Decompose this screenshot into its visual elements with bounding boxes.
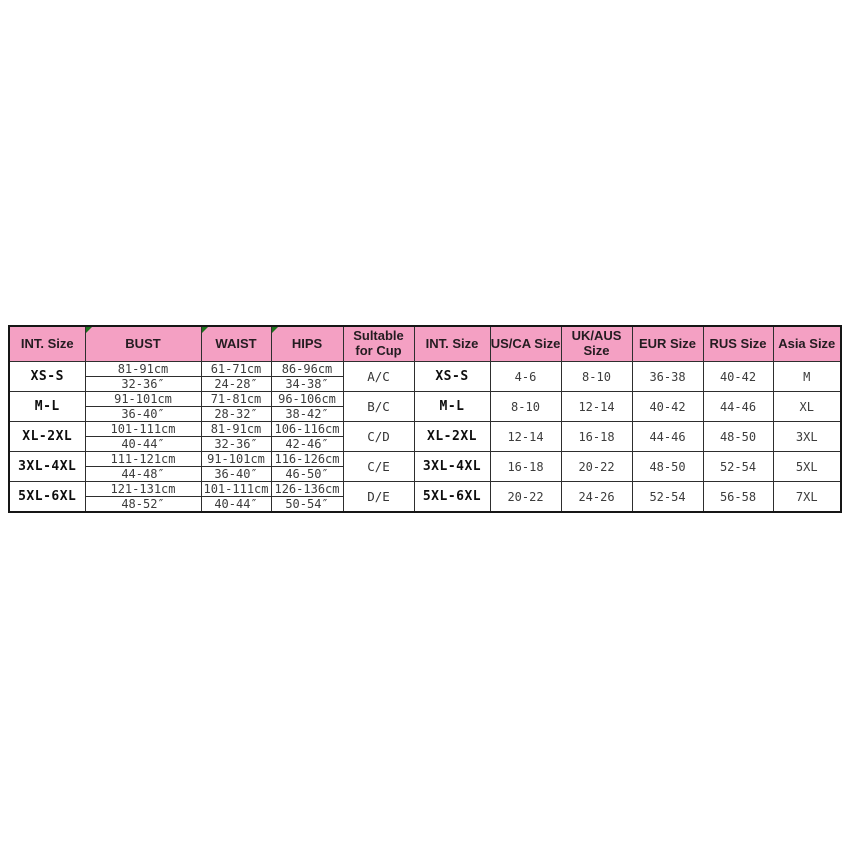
table-row: 44-48″ 36-40″ 46-50″ [9,466,841,482]
cell-waist-inch: 24-28″ [200,376,272,392]
table-row: 3XL-4XL 111-121cm 91-101cm 116-126cm C/E… [8,451,842,482]
cell-uk-aus: 16-18 [560,421,633,452]
cell-int-size-2: M-L [413,391,491,422]
table-row: XS-S 81-91cm 61-71cm 86-96cm A/C XS-S 4-… [8,361,842,392]
column-header-us-ca: US/CA Size [489,325,562,362]
cell-us-ca: 16-18 [489,451,562,482]
cell-waist-cm: 91-101cm [200,451,272,467]
cell-bust-inch: 36-40″ [84,406,202,422]
cell-bust-inch: 48-52″ [84,496,202,513]
cell-hips-inch: 46-50″ [270,466,344,482]
cell-us-ca: 8-10 [489,391,562,422]
cell-waist-cm: 101-111cm [200,481,272,497]
cell-us-ca: 20-22 [489,481,562,513]
cell-int-size: XS-S [8,361,86,392]
cell-rus: 52-54 [702,451,774,482]
cell-bust-cm: 91-101cm [84,391,202,407]
cell-waist-inch: 28-32″ [200,406,272,422]
cell-us-ca: 12-14 [489,421,562,452]
cell-bust-cm: 81-91cm [84,361,202,377]
header-row: INT. Size BUST WAIST HIPS Sultable for C… [8,325,842,362]
cell-hips-cm: 116-126cm [270,451,344,467]
cell-rus: 40-42 [702,361,774,392]
cell-hips-inch: 38-42″ [270,406,344,422]
cell-hips-cm: 106-116cm [270,421,344,437]
column-header-bust-label: BUST [125,335,161,351]
cell-int-size-2: 3XL-4XL [413,451,491,482]
cell-hips-cm: 126-136cm [270,481,344,497]
cell-cup: C/E [342,451,415,482]
cell-eur: 40-42 [631,391,704,422]
cell-hips-inch: 50-54″ [270,496,344,513]
column-header-rus: RUS Size [702,325,774,362]
cell-uk-aus: 12-14 [560,391,633,422]
cell-eur: 36-38 [631,361,704,392]
cell-bust-inch: 40-44″ [84,436,202,452]
column-header-int-size: INT. Size [8,325,86,362]
cell-uk-aus: 20-22 [560,451,633,482]
column-header-cup: Sultable for Cup [342,325,415,362]
cell-int-size: 3XL-4XL [8,451,86,482]
table-row: 36-40″ 28-32″ 38-42″ [9,406,841,422]
cell-asia: M [772,361,842,392]
cell-bust-inch: 32-36″ [84,376,202,392]
cell-waist-inch: 32-36″ [200,436,272,452]
cell-rus: 56-58 [702,481,774,513]
cell-hips-inch: 34-38″ [270,376,344,392]
cell-waist-cm: 71-81cm [200,391,272,407]
cell-int-size-2: XL-2XL [413,421,491,452]
size-chart-table: INT. Size BUST WAIST HIPS Sultable for C… [8,325,842,513]
table-row: XL-2XL 101-111cm 81-91cm 106-116cm C/D X… [8,421,842,452]
column-header-int-size-2: INT. Size [413,325,491,362]
column-header-eur: EUR Size [631,325,704,362]
cell-waist-inch: 40-44″ [200,496,272,513]
column-header-uk-aus: UK/AUS Size [560,325,633,362]
cell-int-size: XL-2XL [8,421,86,452]
column-header-asia: Asia Size [772,325,842,362]
cell-int-size: 5XL-6XL [8,481,86,513]
cell-rus: 48-50 [702,421,774,452]
column-header-hips-label: HIPS [291,335,323,351]
cell-cup: D/E [342,481,415,513]
cell-cup: C/D [342,421,415,452]
cell-asia: 7XL [772,481,842,513]
cell-waist-cm: 61-71cm [200,361,272,377]
cell-waist-cm: 81-91cm [200,421,272,437]
cell-cup: A/C [342,361,415,392]
cell-rus: 44-46 [702,391,774,422]
table-row: 48-52″ 40-44″ 50-54″ [9,496,841,513]
cell-waist-inch: 36-40″ [200,466,272,482]
cell-bust-cm: 121-131cm [84,481,202,497]
table-row: 5XL-6XL 121-131cm 101-111cm 126-136cm D/… [8,481,842,513]
table-row: M-L 91-101cm 71-81cm 96-106cm B/C M-L 8-… [8,391,842,422]
cell-hips-cm: 96-106cm [270,391,344,407]
cell-bust-cm: 101-111cm [84,421,202,437]
cell-eur: 48-50 [631,451,704,482]
cell-int-size: M-L [8,391,86,422]
cell-asia: 3XL [772,421,842,452]
corner-triangle-icon [202,327,208,333]
cell-asia: XL [772,391,842,422]
cell-us-ca: 4-6 [489,361,562,392]
cell-cup: B/C [342,391,415,422]
cell-bust-inch: 44-48″ [84,466,202,482]
corner-triangle-icon [86,327,92,333]
column-header-hips: HIPS [270,325,344,362]
cell-bust-cm: 111-121cm [84,451,202,467]
cell-asia: 5XL [772,451,842,482]
cell-int-size-2: 5XL-6XL [413,481,491,513]
cell-eur: 44-46 [631,421,704,452]
column-header-waist-label: WAIST [215,335,257,351]
cell-uk-aus: 24-26 [560,481,633,513]
cell-eur: 52-54 [631,481,704,513]
size-chart-table-wrapper: INT. Size BUST WAIST HIPS Sultable for C… [8,325,842,513]
cell-hips-inch: 42-46″ [270,436,344,452]
column-header-bust: BUST [84,325,202,362]
cell-int-size-2: XS-S [413,361,491,392]
column-header-waist: WAIST [200,325,272,362]
cell-uk-aus: 8-10 [560,361,633,392]
corner-triangle-icon [272,327,278,333]
cell-hips-cm: 86-96cm [270,361,344,377]
